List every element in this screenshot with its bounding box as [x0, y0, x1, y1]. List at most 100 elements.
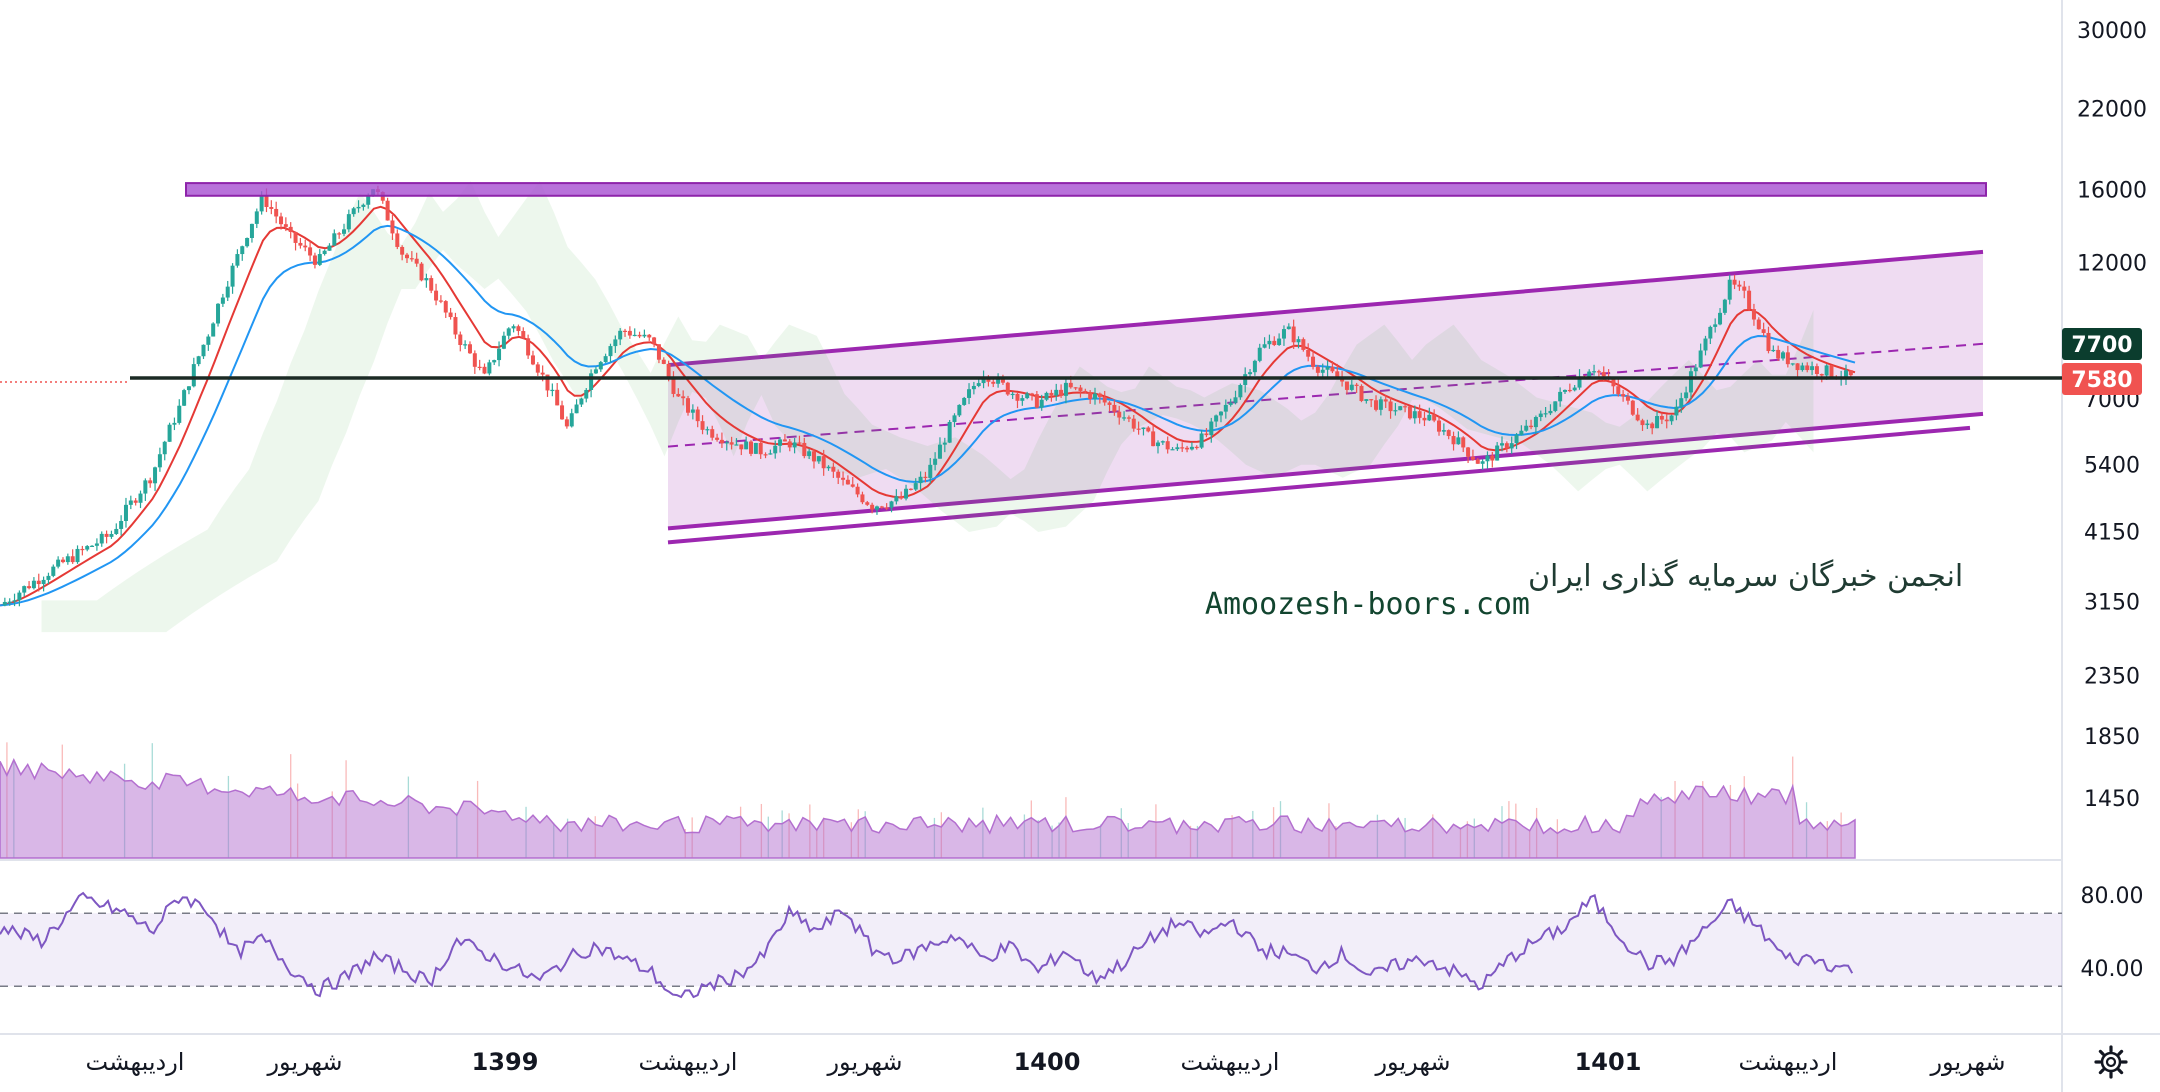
- candle-body: [1325, 366, 1330, 370]
- candle-body: [1485, 455, 1490, 462]
- candle-body: [715, 437, 720, 440]
- time-axis[interactable]: اردیبهشت شهریور 1399 اردیبهشت شهریور 1400 اردی…: [86, 1048, 2006, 1076]
- candle-body: [1810, 366, 1815, 371]
- candle-body: [1776, 349, 1781, 359]
- candle-body: [123, 504, 128, 521]
- candle-body: [177, 405, 182, 423]
- gear-icon[interactable]: [2094, 1045, 2128, 1079]
- candle-body: [1252, 360, 1257, 373]
- candle-body: [555, 389, 560, 406]
- candle-body: [1795, 363, 1800, 371]
- price-tags: 7700 7580: [2062, 328, 2142, 395]
- candle-body: [143, 480, 148, 494]
- rsi-tick-label: 40.00: [2081, 957, 2144, 982]
- candle-body: [308, 247, 313, 256]
- channel-lower-line-2[interactable]: [667, 425, 1971, 545]
- candle-body: [1417, 411, 1422, 418]
- resistance-zone-rect[interactable]: [185, 182, 1987, 197]
- support-line[interactable]: [0, 376, 2062, 383]
- candle-body: [1170, 449, 1175, 451]
- candle-body: [482, 366, 487, 374]
- time-tick-label: شهریور: [1929, 1048, 2005, 1076]
- candle-body: [1306, 349, 1311, 357]
- candle-body: [356, 206, 361, 209]
- candle-body: [1611, 378, 1616, 387]
- candle-body: [773, 445, 778, 454]
- candle-body: [1180, 447, 1185, 449]
- candle-body: [656, 344, 661, 360]
- candle-body: [1645, 423, 1650, 426]
- candle-body: [1781, 352, 1786, 359]
- candle-body: [535, 364, 540, 373]
- candle-body: [1674, 406, 1679, 416]
- candle-body: [12, 600, 17, 602]
- candlesticks: [2, 185, 1853, 607]
- candle-body: [1063, 382, 1068, 396]
- candle-body: [191, 364, 196, 387]
- candle-body: [1015, 393, 1020, 401]
- candle-body: [1000, 377, 1005, 383]
- candle-body: [128, 500, 133, 505]
- candle-body: [976, 383, 981, 386]
- candle-body: [312, 255, 317, 265]
- candle-body: [1286, 326, 1291, 330]
- candle-body: [652, 337, 657, 345]
- candle-body: [472, 353, 477, 367]
- candle-body: [230, 265, 235, 287]
- candle-body: [942, 442, 947, 445]
- candle-body: [1456, 437, 1461, 445]
- candle-body: [811, 451, 816, 462]
- candle-body: [220, 297, 225, 304]
- candle-body: [1010, 393, 1015, 396]
- candle-body: [831, 466, 836, 472]
- candle-body: [661, 359, 666, 364]
- candle-body: [1126, 417, 1131, 419]
- candle-body: [1703, 338, 1708, 351]
- candle-body: [826, 466, 831, 469]
- candle-body: [1073, 387, 1078, 389]
- candle-body: [70, 556, 75, 563]
- candle-body: [395, 233, 400, 247]
- candle-body: [947, 421, 952, 443]
- candle-body: [1136, 428, 1141, 430]
- candle-body: [1233, 397, 1238, 403]
- candle-body: [216, 303, 221, 324]
- candle-body: [1514, 434, 1519, 444]
- candle-body: [1088, 392, 1093, 400]
- price-tag-box: [2062, 363, 2142, 395]
- candle-body: [1044, 392, 1049, 400]
- candle-body: [1437, 420, 1442, 432]
- candle-body: [254, 211, 259, 224]
- candle-body: [1587, 371, 1592, 378]
- candle-body: [729, 442, 734, 445]
- candle-body: [797, 442, 802, 444]
- rsi-axis: 80.00 40.00: [2081, 884, 2144, 982]
- candle-body: [710, 429, 715, 438]
- time-tick-label: شهریور: [826, 1048, 902, 1076]
- candle-body: [1257, 347, 1262, 361]
- resistance-zone[interactable]: [185, 182, 1987, 197]
- cloud-fill: [41, 181, 1814, 633]
- channel-upper-line[interactable]: [667, 249, 1984, 368]
- candle-body: [327, 245, 332, 251]
- candle-body: [172, 422, 177, 425]
- candle-body: [1659, 416, 1664, 420]
- candle-body: [879, 506, 884, 508]
- candle-body: [579, 398, 584, 405]
- candle-body: [1412, 411, 1417, 419]
- candle-body: [1790, 363, 1795, 365]
- channel-fill: [668, 251, 1983, 529]
- candle-body: [501, 335, 506, 349]
- candle-body: [492, 360, 497, 363]
- candle-body: [952, 415, 957, 422]
- candle-body: [2, 601, 7, 606]
- candle-body: [821, 456, 826, 469]
- candle-body: [1592, 371, 1597, 373]
- candle-body: [1756, 319, 1761, 330]
- candle-body: [90, 545, 95, 547]
- candle-body: [1344, 381, 1349, 390]
- price-channel[interactable]: [667, 249, 1984, 545]
- candle-body: [719, 439, 724, 444]
- candle-body: [1553, 401, 1558, 411]
